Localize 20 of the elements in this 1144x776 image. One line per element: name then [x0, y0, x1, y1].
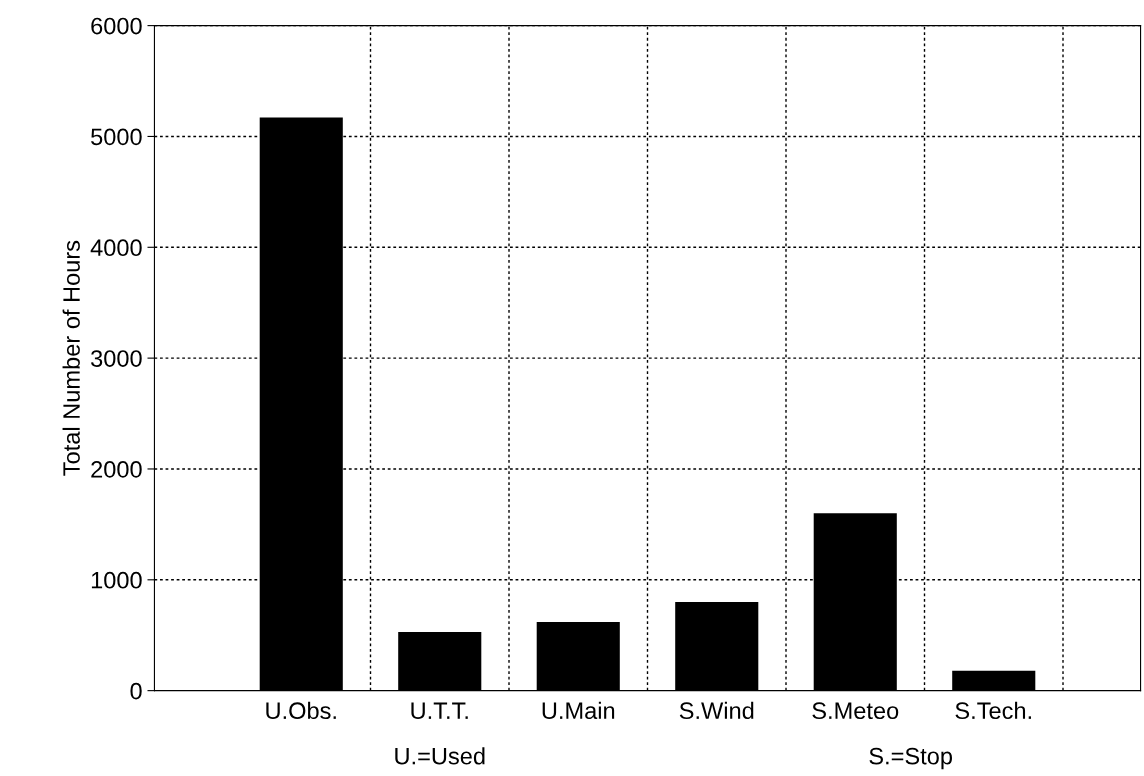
y-tick-label: 2000 [91, 461, 142, 478]
x-tick-label: U.T.T. [411, 702, 468, 720]
y-tick-label: 5000 [91, 128, 142, 146]
x-tick-label: S.Tech. [955, 701, 1031, 720]
x-tick-label: S.Meteo [812, 702, 899, 720]
y-tick-label: 1000 [91, 571, 142, 589]
x-tick-label: S.Wind [679, 701, 754, 720]
x-tick-label: U.Main [542, 701, 615, 720]
bar [675, 601, 759, 691]
y-tick-label: 4000 [90, 239, 142, 257]
bar [952, 670, 1036, 691]
x-tick-label: U.Obs. [266, 701, 336, 720]
bar [398, 631, 482, 691]
text: S.=Stop [869, 747, 952, 770]
text: U.=Used [395, 747, 485, 765]
y-tick-label: 0 [130, 682, 142, 700]
bar [536, 621, 620, 691]
y-tick-label: 3000 [91, 350, 142, 367]
y-tick-label: 6000 [91, 17, 142, 35]
y-axis-title: Total Number of Hours [62, 240, 80, 476]
